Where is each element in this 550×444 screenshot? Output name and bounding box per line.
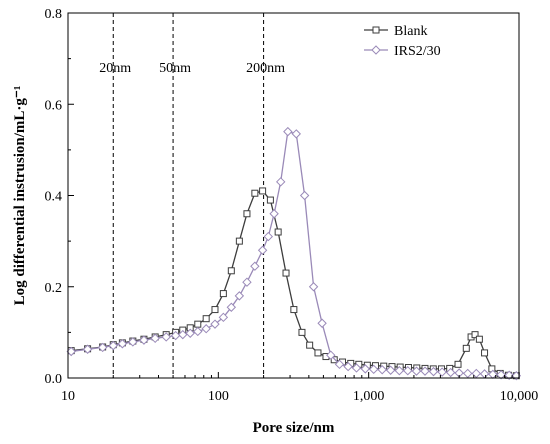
y-tick-label: 0.4 xyxy=(45,190,63,205)
data-point xyxy=(193,326,203,337)
data-point xyxy=(475,335,483,343)
data-point xyxy=(211,306,219,314)
series-1 xyxy=(67,187,520,380)
data-point xyxy=(377,365,387,375)
data-point xyxy=(420,366,430,376)
data-point xyxy=(108,340,118,351)
data-point xyxy=(368,364,379,375)
data-point xyxy=(202,315,210,323)
data-point xyxy=(257,245,268,255)
data-point xyxy=(445,367,456,378)
data-point xyxy=(251,189,259,197)
series-2 xyxy=(66,126,522,381)
data-point xyxy=(479,369,490,379)
x-tick-label: 1,000 xyxy=(353,389,385,404)
legend-entry-label: IRS2/30 xyxy=(394,44,441,59)
data-point xyxy=(290,306,298,314)
reference-line-label: 20nm xyxy=(99,61,131,76)
data-point xyxy=(437,367,447,377)
data-point xyxy=(82,344,93,354)
legend-swatch-marker xyxy=(371,45,381,55)
data-point xyxy=(259,187,267,195)
data-point xyxy=(317,318,327,328)
series-line xyxy=(71,190,517,377)
data-point xyxy=(150,333,160,344)
legend-swatch-marker xyxy=(372,26,380,34)
x-tick-label: 100 xyxy=(208,389,229,404)
data-point xyxy=(343,361,353,372)
data-point xyxy=(170,330,181,341)
data-point xyxy=(308,282,319,292)
data-point xyxy=(298,328,306,336)
series-layer xyxy=(66,126,522,381)
data-point xyxy=(161,332,171,342)
data-point xyxy=(283,126,293,137)
data-point xyxy=(235,237,243,245)
y-tick-label: 0.2 xyxy=(45,281,63,296)
data-point xyxy=(394,365,405,376)
data-point xyxy=(227,267,235,275)
data-point xyxy=(263,231,274,242)
plot-frame xyxy=(67,12,520,379)
data-point xyxy=(403,365,413,376)
data-point xyxy=(314,349,322,357)
data-point xyxy=(360,364,371,374)
reference-line-label: 200nm xyxy=(246,61,285,76)
data-point xyxy=(334,359,345,370)
data-point xyxy=(117,339,128,349)
data-point xyxy=(250,261,260,271)
y-tick-label: 0.0 xyxy=(45,372,63,387)
axes: 10 100 1,000 10,000 0.0 0.2 0.4 0.6 0.8 xyxy=(45,7,539,404)
series-line xyxy=(71,130,517,377)
reference-line-label: 50nm xyxy=(159,61,191,76)
y-axis-title: Log differential instrusion/mL·g⁻¹ xyxy=(12,86,28,306)
data-point xyxy=(66,346,76,357)
data-point xyxy=(299,190,310,201)
y-tick-label: 0.8 xyxy=(45,7,63,22)
reference-lines: 20nm 50nm 200nm xyxy=(99,13,285,378)
data-point xyxy=(291,129,301,139)
data-point xyxy=(481,349,489,357)
x-tick-label: 10 xyxy=(61,389,75,404)
data-point xyxy=(462,344,470,352)
data-point xyxy=(201,324,211,334)
data-point xyxy=(269,209,279,219)
data-point xyxy=(178,329,188,340)
data-point xyxy=(226,302,237,312)
data-point xyxy=(454,360,462,368)
data-point xyxy=(463,368,473,379)
data-point xyxy=(428,366,439,377)
data-point xyxy=(276,177,286,187)
legend: Blank IRS2/30 xyxy=(364,24,441,59)
data-point xyxy=(274,228,282,236)
data-point xyxy=(504,370,514,380)
data-point xyxy=(97,342,108,353)
data-point xyxy=(385,365,396,375)
data-point xyxy=(185,328,195,338)
data-point xyxy=(210,319,220,329)
data-point xyxy=(218,312,229,323)
data-point xyxy=(282,269,290,277)
legend-entry-label: Blank xyxy=(394,24,427,39)
data-point xyxy=(194,320,202,328)
data-point xyxy=(234,291,245,301)
data-point xyxy=(266,196,274,204)
data-point xyxy=(242,277,252,287)
x-axis-title: Pore size/nm xyxy=(253,420,335,436)
data-point xyxy=(306,341,314,349)
x-tick-label: 10,000 xyxy=(500,389,539,404)
data-point xyxy=(351,363,362,373)
data-point xyxy=(411,366,422,376)
data-point xyxy=(219,290,227,298)
data-point xyxy=(243,210,251,218)
data-point xyxy=(330,356,338,364)
y-tick-label: 0.6 xyxy=(45,98,63,113)
data-point xyxy=(471,331,479,339)
data-point xyxy=(128,337,138,347)
data-point xyxy=(326,350,336,360)
data-point xyxy=(471,368,482,379)
data-point xyxy=(496,370,506,380)
data-point xyxy=(139,335,149,345)
